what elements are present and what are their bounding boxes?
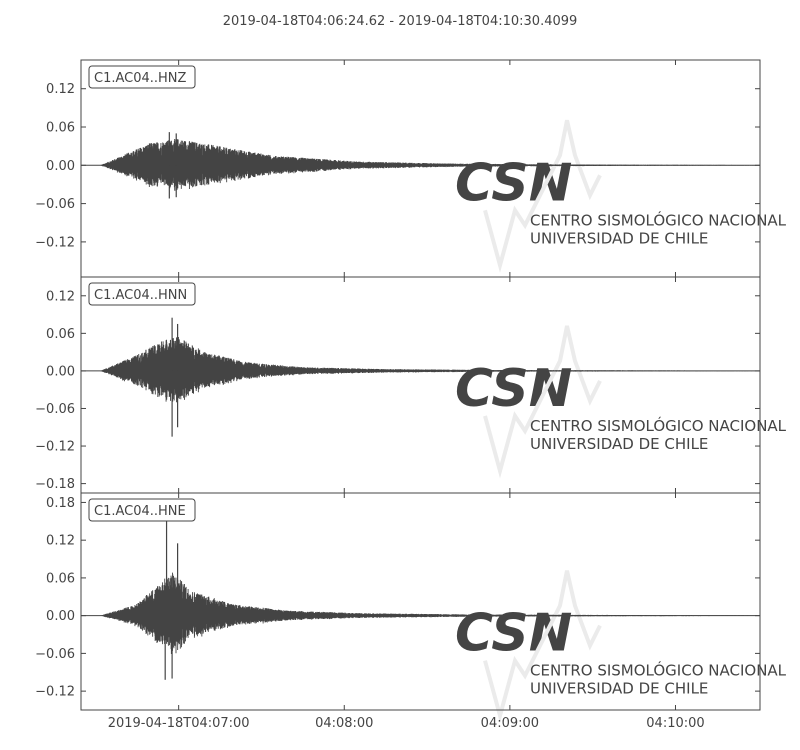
ytick-label: 0.00 [46, 159, 75, 174]
watermark-line-2: UNIVERSIDAD DE CHILE [530, 680, 708, 698]
ytick-label: 0.12 [46, 82, 75, 97]
watermark-wave-icon [483, 119, 602, 273]
channel-label: C1.AC04..HNE [94, 504, 186, 519]
watermark-line-2: UNIVERSIDAD DE CHILE [530, 229, 708, 247]
watermark-line-2: UNIVERSIDAD DE CHILE [530, 435, 708, 453]
xtick-label: 2019-04-18T04:07:00 [108, 716, 250, 731]
waveform-trace [100, 337, 761, 403]
watermark-line-1: CENTRO SISMOLÓGICO NACIONAL [530, 210, 787, 229]
ytick-label: 0.06 [46, 327, 75, 342]
xtick-label: 04:09:00 [481, 716, 539, 731]
xtick-label: 04:08:00 [315, 716, 373, 731]
watermark-logo-text: CSN [455, 604, 572, 664]
ytick-label: −0.12 [35, 235, 75, 250]
channel-label-box [88, 282, 196, 306]
ytick-label: 0.06 [46, 571, 75, 586]
channel-label: C1.AC04..HNN [94, 288, 187, 303]
ytick-label: −0.06 [35, 647, 75, 662]
watermark-wave-icon [483, 325, 602, 479]
watermark-wave-icon [483, 570, 602, 724]
ytick-label: −0.18 [35, 477, 75, 492]
ytick-label: 0.00 [46, 609, 75, 624]
xtick-label: 04:10:00 [646, 716, 704, 731]
ytick-label: −0.12 [35, 685, 75, 700]
channel-label: C1.AC04..HNZ [94, 71, 187, 86]
ytick-label: 0.06 [46, 121, 75, 136]
channel-label-box [88, 498, 196, 522]
ytick-label: 0.00 [46, 364, 75, 379]
watermark-logo-text: CSN [455, 153, 572, 213]
ytick-label: 0.12 [46, 534, 75, 549]
figure-title: 2019-04-18T04:06:24.62 - 2019-04-18T04:1… [223, 14, 578, 29]
ytick-label: 0.18 [46, 496, 75, 511]
waveform-trace [100, 572, 761, 654]
ytick-label: 0.12 [46, 289, 75, 304]
watermark-line-1: CENTRO SISMOLÓGICO NACIONAL [530, 416, 787, 435]
ytick-label: −0.12 [35, 440, 75, 455]
ytick-label: −0.06 [35, 197, 75, 212]
watermark-logo-text: CSN [455, 359, 572, 419]
ytick-label: −0.06 [35, 402, 75, 417]
watermark-line-1: CENTRO SISMOLÓGICO NACIONAL [530, 661, 787, 680]
waveform-trace [100, 139, 761, 191]
channel-label-box [88, 65, 196, 89]
axes-frame [80, 492, 761, 711]
